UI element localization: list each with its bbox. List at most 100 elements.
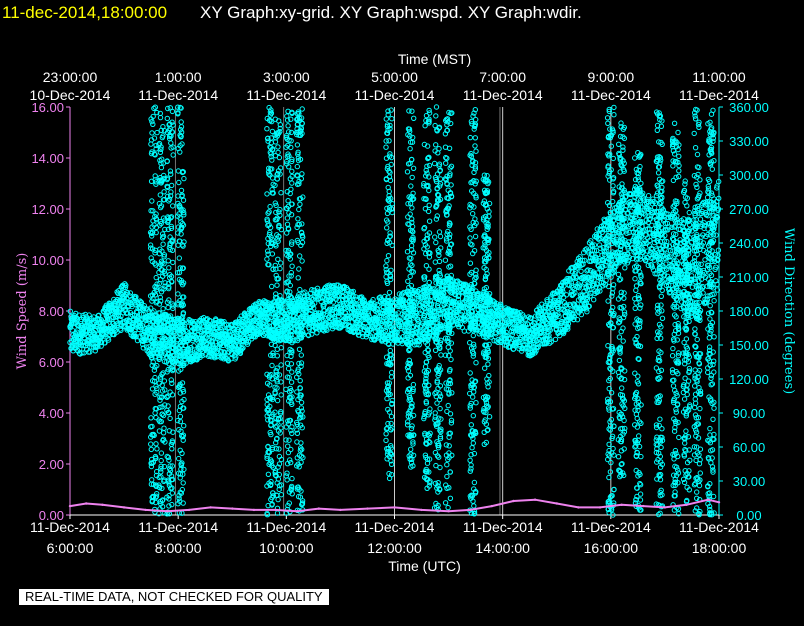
wind-direction-point	[289, 338, 296, 344]
wind-direction-point	[164, 115, 171, 122]
right-tick-label: 30.00	[733, 474, 766, 489]
wind-direction-point	[571, 316, 577, 323]
wind-direction-point	[163, 359, 170, 365]
wind-direction-point	[176, 255, 183, 261]
wind-direction-point	[69, 327, 76, 333]
wind-direction-point	[309, 287, 315, 293]
wind-direction-point	[264, 191, 270, 197]
wind-direction-point	[169, 446, 175, 452]
bottom-axis-title: Time (UTC)	[388, 558, 461, 574]
wind-direction-point	[287, 282, 293, 289]
wind-direction-point	[168, 316, 175, 323]
left-tick-label: 0.00	[39, 508, 64, 523]
right-tick-label: 0.00	[736, 508, 761, 523]
wind-direction-point	[548, 294, 554, 300]
right-tick-label: 330.00	[729, 134, 769, 149]
wind-direction-point	[309, 331, 315, 337]
right-axis-title: Wind Direction (degrees)	[781, 228, 796, 394]
wind-direction-point	[321, 302, 327, 308]
wind-direction-point	[137, 322, 144, 329]
wind-direction-point	[563, 292, 570, 298]
top-tick-date: 11-Dec-2014	[463, 87, 543, 103]
wind-direction-point	[154, 129, 160, 136]
wind-direction-point	[77, 346, 83, 352]
right-tick-label: 270.00	[729, 202, 769, 217]
wind-direction-point	[306, 326, 313, 332]
wind-direction-point	[485, 306, 491, 312]
wind-direction-point	[269, 283, 275, 290]
wind-direction-point	[149, 130, 155, 136]
wind-direction-point	[170, 259, 176, 266]
wind-direction-point	[378, 329, 384, 336]
wind-direction-point	[79, 350, 85, 356]
wind-direction-point	[153, 274, 159, 281]
wind-direction-point	[226, 322, 232, 328]
wind-direction-point	[275, 144, 281, 150]
wind-direction-point	[371, 301, 377, 307]
header-timestamp: 11-dec-2014,18:00:00	[2, 3, 168, 22]
wind-direction-point	[156, 269, 162, 276]
wind-direction-point	[140, 345, 147, 351]
wind-direction-point	[158, 289, 165, 295]
wind-direction-point	[200, 352, 206, 359]
wind-direction-point	[356, 308, 362, 315]
wind-direction-point	[105, 337, 112, 343]
wind-direction-point	[478, 297, 484, 303]
wind-direction-point	[603, 277, 609, 283]
wind-direction-point	[123, 282, 129, 288]
bottom-tick-time: 8:00:00	[155, 540, 202, 556]
wind-direction-point	[116, 307, 123, 313]
wind-direction-point	[278, 260, 284, 266]
wind-direction-point	[147, 242, 154, 248]
wind-direction-point	[528, 315, 534, 321]
wind-direction-point	[522, 346, 528, 352]
wind-direction-point	[180, 480, 186, 486]
wind-direction-point	[175, 291, 181, 297]
wind-direction-point	[289, 168, 295, 175]
wind-direction-point	[161, 425, 167, 431]
wind-direction-point	[148, 141, 154, 147]
right-tick-label: 60.00	[733, 440, 766, 455]
wind-direction-point	[133, 294, 139, 300]
wind-direction-point	[652, 204, 658, 211]
wind-direction-point	[286, 129, 292, 135]
wind-direction-point	[148, 415, 154, 421]
wind-direction-point	[67, 308, 74, 314]
wind-direction-point	[148, 441, 154, 447]
bottom-tick-time: 10:00:00	[259, 540, 314, 556]
wind-direction-point	[571, 313, 577, 320]
wind-direction-point	[535, 344, 541, 350]
wind-direction-point	[305, 332, 312, 338]
wind-direction-point	[300, 331, 307, 338]
wind-direction-point	[278, 345, 284, 351]
wind-direction-point	[165, 304, 171, 311]
wind-direction-point	[452, 292, 459, 298]
wind-direction-point	[278, 392, 284, 398]
wind-direction-point	[197, 352, 203, 359]
top-axis-title: Time (MST)	[398, 51, 471, 67]
wind-direction-point	[175, 417, 181, 424]
wind-direction-point	[524, 321, 531, 327]
wind-direction-point	[167, 415, 173, 422]
wind-direction-point	[153, 414, 159, 421]
wind-direction-point	[547, 327, 553, 333]
right-tick-label: 180.00	[729, 304, 769, 319]
wind-direction-point	[498, 303, 504, 309]
wind-direction-point	[122, 284, 129, 291]
wind-direction-point	[158, 450, 165, 456]
wind-direction-point	[177, 413, 184, 420]
wind-direction-point	[267, 203, 273, 210]
wind-direction-point	[161, 378, 168, 384]
wind-direction-point	[555, 311, 561, 317]
wind-direction-point	[124, 289, 131, 296]
top-tick-date: 11-Dec-2014	[246, 87, 326, 103]
wind-direction-point	[166, 457, 172, 463]
wind-direction-point	[166, 265, 172, 271]
bottom-tick-date: 11-Dec-2014	[679, 519, 759, 535]
wind-direction-point	[264, 256, 270, 262]
wind-direction-point	[375, 334, 382, 340]
bottom-tick-time: 14:00:00	[475, 540, 530, 556]
wind-direction-point	[178, 124, 185, 130]
wind-direction-point	[577, 254, 583, 260]
wind-direction-point	[697, 216, 704, 222]
